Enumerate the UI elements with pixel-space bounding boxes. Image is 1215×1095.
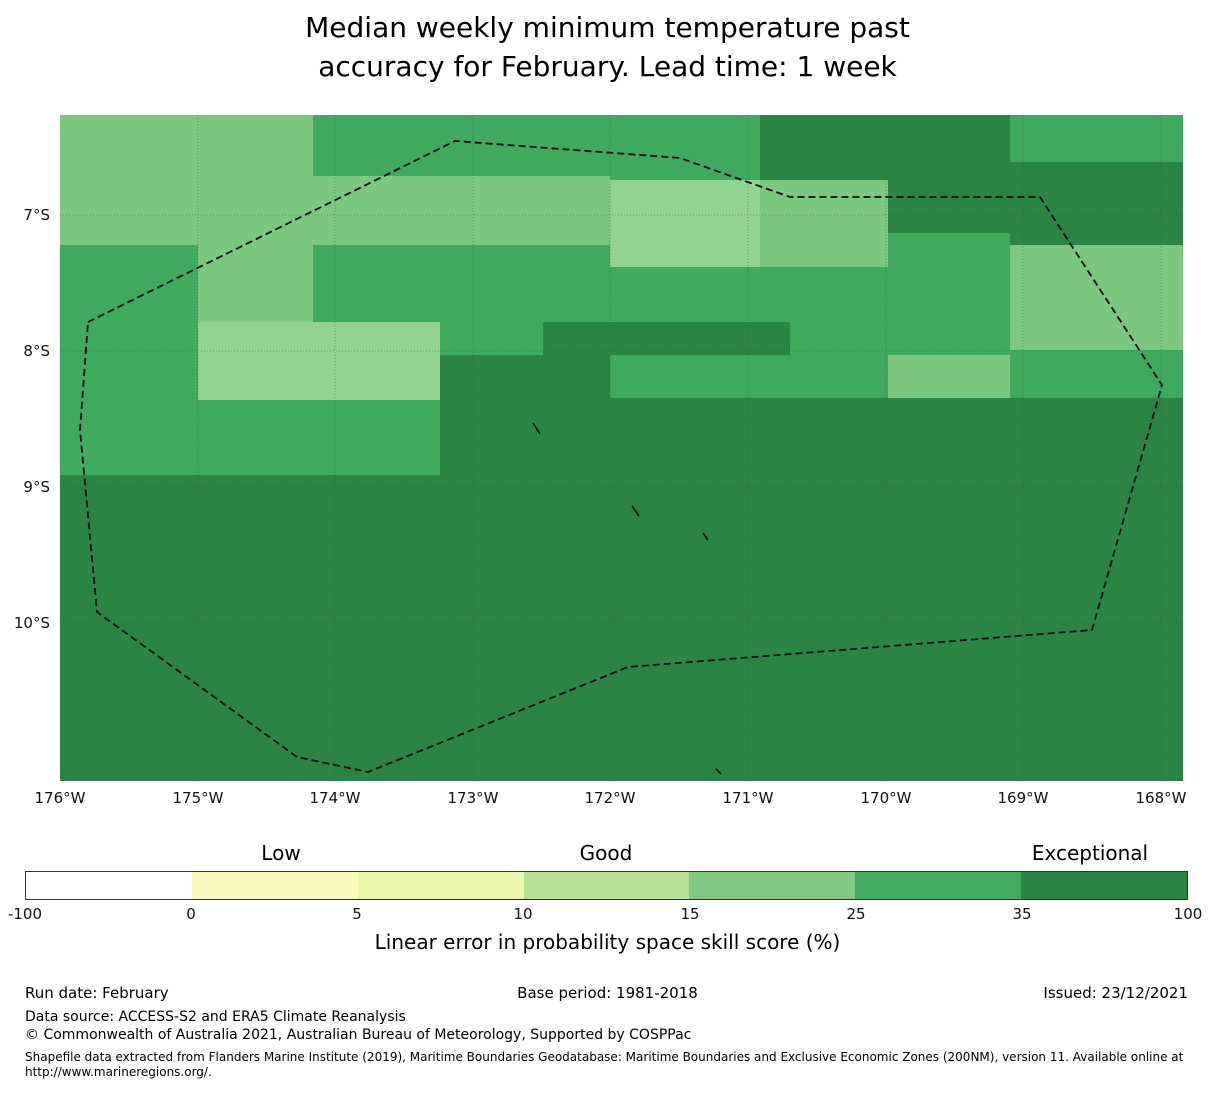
colorbar-category-label: Good: [579, 841, 633, 865]
island-mark: [631, 505, 640, 517]
colorbar-tick-label: 100: [1173, 905, 1203, 923]
colorbar-category-label: Low: [261, 841, 301, 865]
x-tick-label: 175°W: [172, 789, 224, 807]
colorbar-tick-label: 25: [846, 905, 866, 923]
colorbar: [25, 871, 1188, 900]
shapefile-attribution: Shapefile data extracted from Flanders M…: [25, 1050, 1190, 1080]
x-tick-label: 173°W: [447, 789, 499, 807]
heatmap-cell: [1009, 115, 1183, 163]
shapefile-attribution-line1: Shapefile data extracted from Flanders M…: [25, 1050, 1184, 1064]
colorbar-segment: [357, 872, 524, 899]
colorbar-tick-label: 5: [352, 905, 362, 923]
colorbar-category-label: Exceptional: [1031, 841, 1149, 865]
x-tick-label: 169°W: [997, 789, 1049, 807]
run-date-text: Run date: February: [25, 984, 169, 1002]
colorbar-segment: [855, 872, 1022, 899]
heatmap-cell: [313, 176, 611, 245]
data-source-text: Data source: ACCESS-S2 and ERA5 Climate …: [25, 1009, 406, 1025]
base-period-text: Base period: 1981-2018: [517, 984, 698, 1002]
x-tick-label: 172°W: [584, 789, 636, 807]
y-tick-label: 7°S: [23, 206, 50, 224]
heatmap-cell: [440, 355, 611, 476]
colorbar-segment: [26, 872, 192, 899]
eez-boundary-line: [79, 140, 1163, 773]
island-mark: [702, 532, 709, 541]
x-tick-label: 174°W: [309, 789, 361, 807]
heatmap-cell: [60, 115, 313, 245]
x-tick-label: 170°W: [860, 789, 912, 807]
colorbar-segment: [523, 872, 690, 899]
chart-title: Median weekly minimum temperature past a…: [0, 8, 1215, 86]
heatmap-cell: [610, 180, 761, 267]
x-tick-label: 176°W: [34, 789, 86, 807]
shapefile-attribution-line2: http://www.marineregions.org/.: [25, 1065, 212, 1079]
map-overlay: [60, 115, 1183, 781]
issued-text: Issued: 23/12/2021: [1043, 984, 1188, 1002]
chart-title-line2: accuracy for February. Lead time: 1 week: [318, 50, 897, 83]
heatmap-cell: [887, 355, 1010, 399]
island-mark: [532, 422, 541, 435]
copyright-text: © Commonwealth of Australia 2021, Austra…: [25, 1027, 692, 1043]
heatmap-cell: [198, 321, 441, 400]
heatmap-cell: [610, 355, 889, 399]
heatmap-cell: [543, 321, 790, 355]
colorbar-tick-label: 15: [680, 905, 700, 923]
x-tick-label: 168°W: [1135, 789, 1187, 807]
colorbar-segment: [689, 872, 856, 899]
colorbar-tick-label: 35: [1012, 905, 1032, 923]
colorbar-tick-label: -100: [7, 905, 43, 923]
x-tick-label: 171°W: [722, 789, 774, 807]
colorbar-label: Linear error in probability space skill …: [374, 930, 841, 954]
heatmap-cell: [198, 399, 441, 475]
chart-title-line1: Median weekly minimum temperature past: [305, 11, 910, 44]
heatmap-cells: [60, 115, 1183, 781]
colorbar-segment: [1021, 872, 1188, 899]
island-mark: [715, 768, 722, 775]
y-tick-label: 8°S: [23, 342, 50, 360]
y-tick-label: 9°S: [23, 478, 50, 496]
colorbar-segment: [191, 872, 358, 899]
map-plot: [60, 115, 1183, 781]
colorbar-tick-label: 0: [186, 905, 196, 923]
heatmap-cell: [60, 245, 199, 475]
heatmap-cell: [1009, 245, 1183, 351]
y-tick-label: 10°S: [13, 614, 50, 632]
colorbar-tick-label: 10: [513, 905, 533, 923]
